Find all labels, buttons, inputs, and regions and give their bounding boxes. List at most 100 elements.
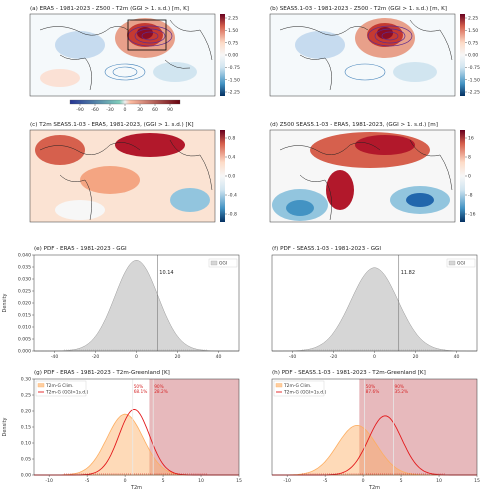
panel-c: (c) T2m SEAS5.1-03 - ERA5, 1981-2023, (G…: [29, 122, 237, 223]
panel-a-contour-tick-label: -30: [106, 107, 114, 113]
panel-a-contour-tick-label: -60: [91, 107, 99, 113]
panel-a-colorbar-tick-label: -1.50: [228, 77, 240, 83]
panel-d-title: (d) Z500 SEAS5.1-03 - ERA5, 1981-2023, (…: [270, 122, 438, 128]
panel-g-title: (g) PDF - ERA5 - 1981-2023 - T2m-Greenla…: [34, 370, 170, 376]
panel-e-legend: [208, 258, 238, 268]
panel-b-colorbar-ticks: 2.25 1.50 0.75 0.00 -0.75 -1.50 -2.25: [465, 16, 480, 96]
panel-h-xtick-label: 15: [474, 478, 480, 484]
panel-e-xtick-label: 40: [216, 354, 222, 360]
panel-d-colorbar-ticks: 16 8 0 -8 -16: [465, 136, 476, 218]
panel-h-marker-value: 87.6%: [366, 389, 380, 395]
panel-c-colorbar-tick-label: 0.4: [228, 155, 235, 161]
panel-h-axes: [271, 378, 478, 476]
panel-a: (a) ERA5 - 1981-2023 - Z500 - T2m (GGI >…: [29, 6, 240, 113]
panel-e-threshold-label: 10.14: [159, 270, 173, 276]
panel-a-contour-tick-label: 0: [124, 107, 127, 113]
panel-g-ytick-label: 0.00: [21, 473, 31, 479]
panel-h-marker-pct: 90%: [394, 384, 404, 390]
panel-g-shaded-region: [149, 379, 239, 475]
panel-a-contour-bar: [69, 99, 181, 105]
panel-e-ytick-label: 0.010: [18, 325, 31, 331]
panel-b-title: (b) SEAS5.1-03 - 1981-2023 - Z500 - T2m …: [270, 6, 447, 12]
panel-f-xtick-label: 0: [373, 354, 376, 360]
panel-a-colorbar-tick-label: 2.25: [228, 16, 238, 22]
panel-e-ytick-label: 0.000: [18, 349, 31, 355]
panel-b-colorbar-tick-label: -2.25: [468, 90, 480, 96]
panel-b-colorbar-tick-label: 0.75: [468, 40, 478, 46]
panel-e-title: (e) PDF - ERA5 - 1981-2023 - GGI: [34, 246, 127, 252]
panel-h-xtick-label: -5: [323, 478, 328, 484]
panel-b-colorbar-tick-label: -0.75: [468, 65, 480, 71]
panel-e-ylabel: Density: [2, 293, 8, 312]
panel-e-legend-swatch: [210, 260, 218, 266]
panel-a-contour-ticks: -90 -60 -30 0 30 60 90: [76, 104, 173, 113]
panel-f-xtick-label: -40: [289, 354, 297, 360]
panel-g-ylabel: Density: [2, 417, 8, 436]
panel-e-series-0: [34, 260, 239, 352]
panel-e-xtick-label: 0: [135, 354, 138, 360]
panel-a-contour-tick-label: -90: [76, 107, 84, 113]
panel-h-xlabel: T2m: [368, 485, 380, 491]
panel-b: (b) SEAS5.1-03 - 1981-2023 - Z500 - T2m …: [269, 6, 480, 97]
panel-g-marker-pct: 50%: [134, 384, 144, 390]
panel-c-colorbar-tick-label: -0.8: [228, 212, 237, 218]
panel-d-map: [270, 130, 455, 222]
panel-e-ytick-label: 0.005: [18, 337, 31, 343]
panel-b-colorbar-tick-label: -1.50: [468, 77, 480, 83]
panel-g-ytick-label: 0.30: [21, 377, 31, 383]
panel-a-contour-tick-label: 90: [167, 107, 173, 113]
panel-b-colorbar-tick-label: 2.25: [468, 16, 478, 22]
panel-f-series-0: [272, 267, 477, 352]
panel-g-legend-label-0: T2m-G Clim.: [45, 383, 73, 389]
panel-g-xtick-label: -10: [45, 478, 53, 484]
panel-e-ytick-label: 0.015: [18, 313, 31, 319]
panel-a-colorbar-tick-label: 0.00: [228, 53, 238, 59]
panel-e-ytick-label: 0.030: [18, 277, 31, 283]
panel-e-xtick-label: -20: [92, 354, 100, 360]
panel-e-ytick-label: 0.025: [18, 289, 31, 295]
panel-a-colorbar: [220, 14, 225, 96]
panel-g-xtick-label: -5: [85, 478, 90, 484]
panel-a-contour-tick-label: 30: [137, 107, 143, 113]
panel-f-xtick-label: -20: [330, 354, 338, 360]
panel-e-legend-label: GGI: [219, 261, 227, 267]
panel-g-ytick-label: 0.15: [21, 425, 31, 431]
panel-a-colorbar-ticks: 2.25 1.50 0.75 0.00 -0.75 -1.50 -2.25: [225, 16, 240, 96]
panel-h-xtick-label: -10: [283, 478, 291, 484]
panel-b-colorbar-tick-label: 1.50: [468, 28, 478, 34]
panel-g-marker-value: 68.1%: [134, 389, 148, 395]
panel-e-ytick-label: 0.020: [18, 301, 31, 307]
panel-a-colorbar-tick-label: 1.50: [228, 28, 238, 34]
panel-f-legend-swatch: [448, 260, 456, 266]
panel-a-colorbar-tick-label: -0.75: [228, 65, 240, 71]
panel-d: (d) Z500 SEAS5.1-03 - ERA5, 1981-2023, (…: [269, 122, 476, 223]
panel-g-ytick-label: 0.25: [21, 393, 31, 399]
panel-g-legend-swatch-0: [37, 383, 45, 388]
panel-g: (g) PDF - ERA5 - 1981-2023 - T2m-Greenla…: [2, 370, 242, 491]
panel-h-legend-label-1: T2m-G (GGI>1s.d.): [283, 390, 326, 396]
panel-b-map: [270, 14, 455, 96]
panel-d-colorbar-tick-label: -8: [468, 193, 473, 199]
panel-g-ytick-label: 0.05: [21, 457, 31, 463]
panel-d-colorbar-tick-label: 16: [468, 136, 474, 142]
panel-a-contour-tick-label: 60: [152, 107, 158, 113]
panel-h-xtick-label: 5: [400, 478, 403, 484]
panel-h-xtick-label: 10: [436, 478, 442, 484]
panel-h-marker-value: 35.2%: [394, 389, 408, 395]
panel-a-title: (a) ERA5 - 1981-2023 - Z500 - T2m (GGI >…: [30, 6, 189, 12]
panel-c-map: [30, 130, 215, 222]
panel-g-xlabel: T2m: [130, 485, 142, 491]
panel-e-ytick-label: 0.040: [18, 253, 31, 259]
panel-h-xtick-label: 0: [362, 478, 365, 484]
panel-e-ytick-label: 0.035: [18, 265, 31, 271]
panel-a-colorbar-tick-label: 0.75: [228, 40, 238, 46]
panel-b-colorbar: [460, 14, 465, 96]
panel-g-marker-value: 28.2%: [154, 389, 168, 395]
panel-e-xtick-label: 20: [175, 354, 181, 360]
panel-c-colorbar: [220, 130, 225, 222]
panel-f-xtick-label: 40: [454, 354, 460, 360]
panel-g-xtick-label: 5: [162, 478, 165, 484]
panel-d-colorbar-tick-label: 8: [468, 155, 471, 161]
panel-g-xtick-label: 0: [124, 478, 127, 484]
panel-b-colorbar-tick-label: 0.00: [468, 53, 478, 59]
